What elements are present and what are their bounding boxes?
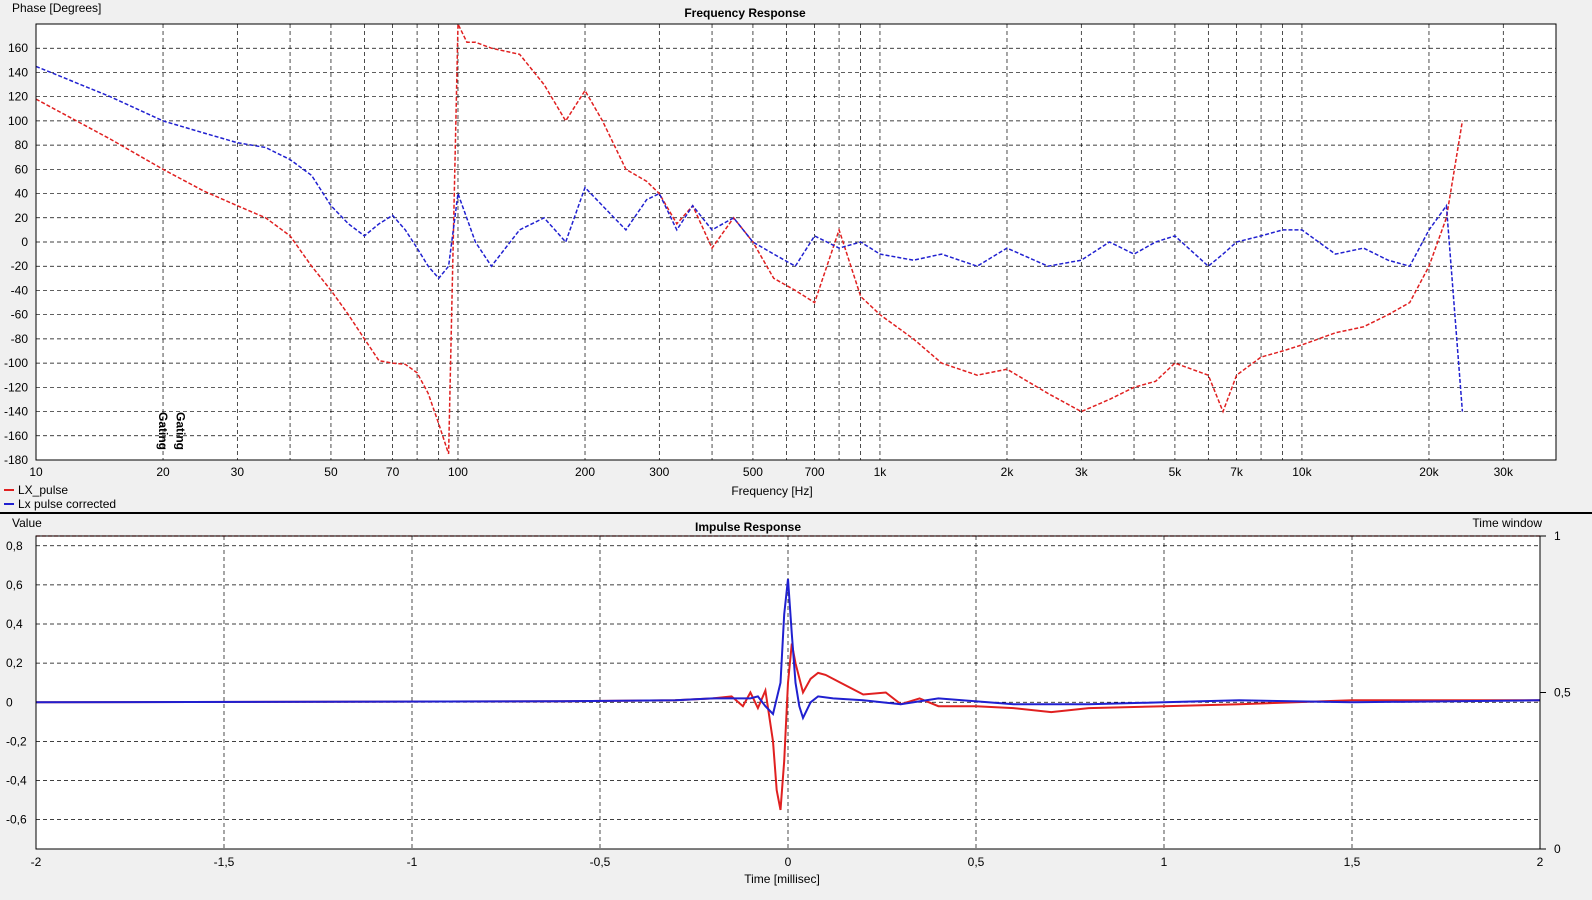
frequency-grid: [35, 24, 1557, 461]
y-tick-label: -80: [11, 332, 29, 346]
y-tick-label: -0,6: [6, 813, 27, 827]
x-tick-label: 0: [785, 855, 792, 869]
frequency-response-chart: Gating Gating Frequency Response Phase [D…: [4, 1, 1557, 498]
y-tick-label: 120: [8, 90, 28, 104]
y-tick-label: -180: [4, 453, 28, 467]
frequency-series: [35, 23, 1464, 455]
gating-marker-label: Gating: [156, 412, 170, 450]
y-tick-label: -60: [11, 308, 29, 322]
gating-marker-label: Gating: [173, 412, 187, 450]
y-tick-label: -0,4: [6, 774, 27, 788]
x-tick-label: -1,5: [214, 855, 235, 869]
x-tick-label: -1: [407, 855, 418, 869]
legend-item-lx-pulse[interactable]: LX_pulse: [4, 483, 68, 497]
time-window-tick-label: 0: [1554, 842, 1561, 856]
y-tick-label: 0,2: [6, 656, 23, 670]
x-tick-label: 1k: [874, 465, 888, 479]
y-tick-label: 0,4: [6, 617, 23, 631]
x-tick-label: 2: [1537, 855, 1544, 869]
frequency-y-axis-label: Phase [Degrees]: [12, 1, 101, 15]
y-tick-label: 60: [15, 162, 29, 176]
x-tick-label: 1: [1161, 855, 1168, 869]
y-tick-label: 80: [15, 138, 29, 152]
x-tick-label: 100: [448, 465, 468, 479]
x-tick-label: 30: [231, 465, 245, 479]
x-tick-label: 20k: [1419, 465, 1439, 479]
y-tick-label: 40: [15, 187, 29, 201]
impulse-chart-title: Impulse Response: [695, 520, 801, 534]
x-tick-label: 5k: [1169, 465, 1183, 479]
frequency-chart-title: Frequency Response: [684, 6, 806, 20]
impulse-response-chart: Impulse Response Value Time window Time …: [6, 516, 1571, 886]
x-tick-label: 70: [386, 465, 400, 479]
x-tick-label: 0,5: [968, 855, 985, 869]
x-tick-label: 200: [575, 465, 595, 479]
impulse-x-axis-label: Time [millisec]: [744, 872, 820, 886]
impulse-y-ticks: -0,6 -0,4 -0,2 0 0,2 0,4 0,6 0,8: [6, 539, 27, 827]
x-tick-label: 3k: [1075, 465, 1089, 479]
frequency-x-axis-label: Frequency [Hz]: [731, 484, 812, 498]
y-tick-label: -20: [11, 259, 29, 273]
legend: LX_pulse Lx pulse corrected: [4, 483, 116, 511]
y-tick-label: -100: [4, 356, 28, 370]
time-window-tick-label: 1: [1554, 529, 1561, 543]
series-line-lx-pulse-corrected: [35, 578, 1541, 721]
y-tick-label: 0,8: [6, 539, 23, 553]
y-tick-label: 160: [8, 41, 28, 55]
legend-label-lx-pulse-corrected: Lx pulse corrected: [18, 497, 116, 511]
y-tick-label: -120: [4, 380, 28, 394]
x-tick-label: -2: [31, 855, 42, 869]
y-tick-label: 100: [8, 114, 28, 128]
y-tick-label: 20: [15, 211, 29, 225]
x-tick-label: 300: [649, 465, 669, 479]
y-tick-label: 0,6: [6, 578, 23, 592]
legend-item-lx-pulse-corrected[interactable]: Lx pulse corrected: [4, 497, 116, 511]
series-line-lx-pulse: [35, 23, 1464, 455]
frequency-x-ticks: 10 20 30 50 70 100 200 300 500 700 1k 2k 3k 5k 7k 10k 20…: [29, 465, 1514, 479]
impulse-x-ticks: -2 -1,5 -1 -0,5 0 0,5 1 1,5 2: [31, 855, 1544, 869]
time-window-tick-label: 0,5: [1554, 686, 1571, 700]
time-window-ticks: 00,51: [1540, 529, 1571, 856]
x-tick-label: 10: [29, 465, 43, 479]
y-tick-label: 0: [6, 695, 13, 709]
y-tick-label: 0: [21, 235, 28, 249]
x-tick-label: 20: [156, 465, 170, 479]
x-tick-label: 700: [805, 465, 825, 479]
x-tick-label: 10k: [1292, 465, 1312, 479]
y-tick-label: 140: [8, 65, 28, 79]
y-tick-label: -40: [11, 283, 29, 297]
x-tick-label: 30k: [1494, 465, 1514, 479]
legend-label-lx-pulse: LX_pulse: [18, 483, 68, 497]
x-tick-label: -0,5: [590, 855, 611, 869]
x-tick-label: 1,5: [1344, 855, 1361, 869]
frequency-y-ticks: -180 -160 -140 -120 -100 -80 -60 -40 -20 0 20 40 60 8…: [4, 41, 28, 467]
x-tick-label: 50: [324, 465, 338, 479]
x-tick-label: 500: [743, 465, 763, 479]
impulse-y-axis-label: Value: [12, 516, 42, 530]
x-tick-label: 7k: [1230, 465, 1244, 479]
x-tick-label: 2k: [1001, 465, 1015, 479]
gating-markers: Gating Gating: [156, 412, 187, 450]
y-tick-label: -140: [4, 405, 28, 419]
y-tick-label: -0,2: [6, 734, 27, 748]
series-line-lx-pulse-corrected: [35, 65, 1464, 412]
y-tick-label: -160: [4, 429, 28, 443]
time-window-axis-label: Time window: [1472, 516, 1542, 530]
